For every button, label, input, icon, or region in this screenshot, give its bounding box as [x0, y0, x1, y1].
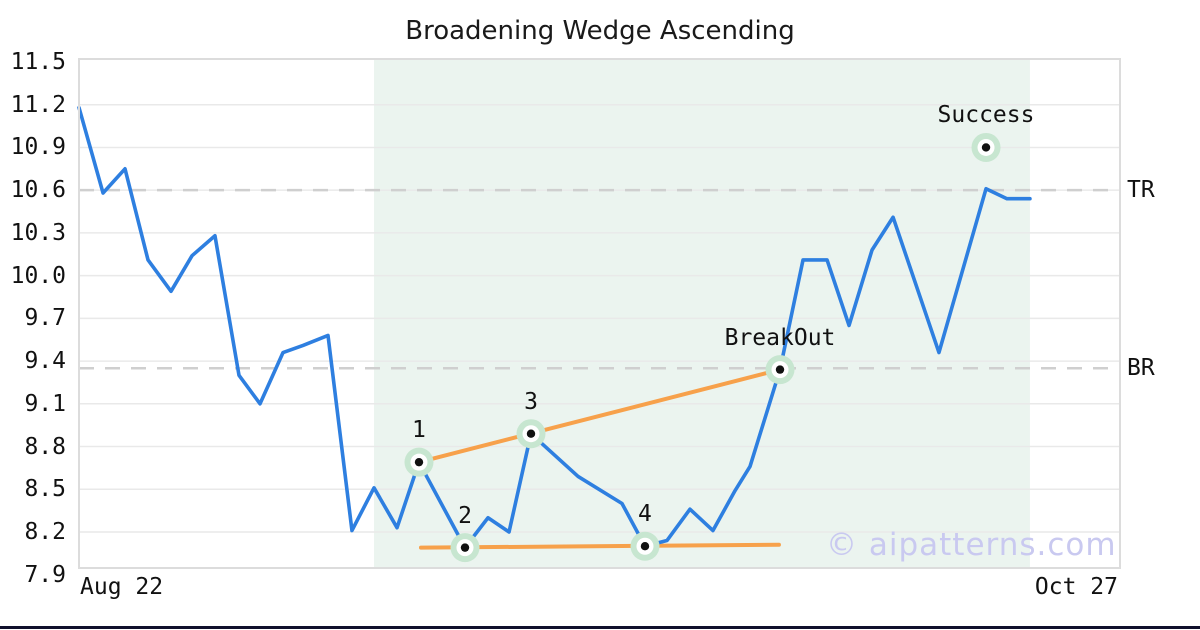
- label-success: Success: [937, 102, 1035, 129]
- upper-trendline: [416, 367, 783, 465]
- y-tick-label: 9.4: [24, 348, 66, 375]
- watermark: © aipatterns.com: [826, 527, 1117, 563]
- label-breakout: BreakOut: [724, 324, 836, 351]
- y-tick-label: 10.0: [10, 262, 66, 289]
- 4-marker: [640, 542, 650, 551]
- x-tick-end: Oct 27: [1034, 574, 1118, 600]
- y-tick-label: 10.3: [10, 219, 66, 246]
- 1-marker: [414, 457, 424, 467]
- success-marker: [981, 143, 991, 152]
- pattern-shade-region: [374, 59, 1030, 568]
- y-tick-label: 11.5: [10, 48, 66, 75]
- label-3: 3: [524, 388, 538, 415]
- y-tick-label: 9.7: [24, 305, 66, 332]
- 2-marker: [460, 543, 470, 552]
- price-line: [77, 105, 1032, 550]
- lower-trendline: [418, 542, 781, 550]
- y-tick-label: 8.5: [24, 476, 66, 503]
- label-1: 1: [412, 417, 426, 444]
- chart-title: Broadening Wedge Ascending: [405, 16, 795, 46]
- y-tick-label: 10.6: [10, 177, 66, 204]
- y-tick-label: 8.8: [24, 433, 66, 460]
- breakout-marker: [775, 365, 785, 374]
- plot-border: [78, 58, 1121, 569]
- x-tick-start: Aug 22: [80, 574, 164, 600]
- br-level-label: BR: [1127, 355, 1155, 382]
- label-4: 4: [638, 501, 652, 528]
- tr-level-label: TR: [1127, 177, 1155, 204]
- y-tick-label: 11.2: [10, 91, 66, 118]
- 3-marker: [526, 429, 536, 438]
- y-tick-label: 10.9: [10, 134, 66, 161]
- y-tick-label: 7.9: [24, 561, 66, 588]
- y-tick-label: 9.1: [24, 390, 66, 417]
- footer-rule: [0, 626, 1200, 629]
- y-tick-label: 8.2: [24, 518, 66, 545]
- label-2: 2: [458, 502, 472, 529]
